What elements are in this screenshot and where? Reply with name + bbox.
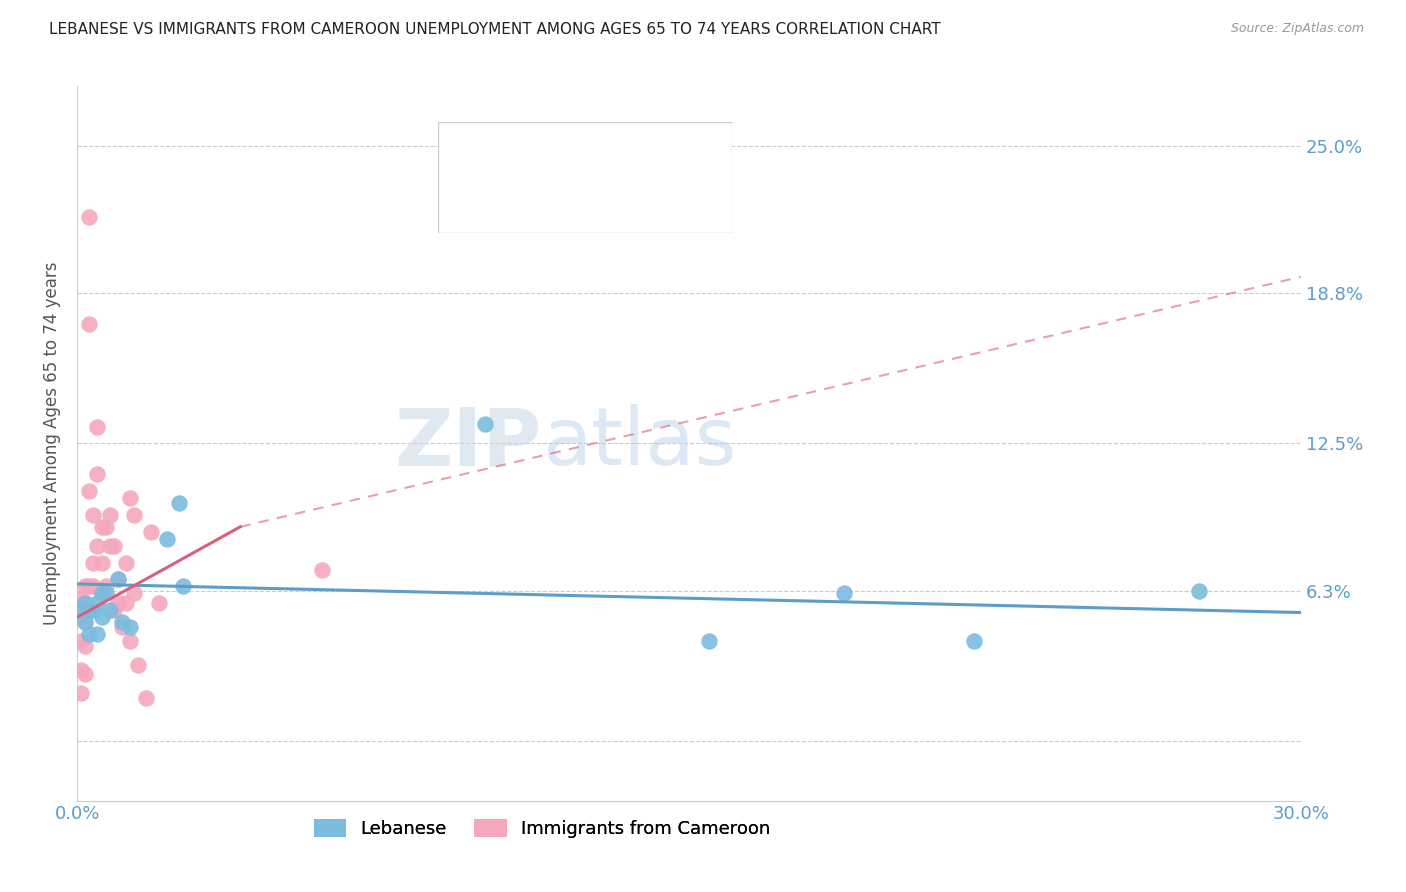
Point bbox=[70, 610, 93, 624]
Point bbox=[70, 634, 93, 648]
Point bbox=[70, 591, 93, 606]
Point bbox=[82, 579, 104, 593]
Point bbox=[86, 467, 108, 482]
Point bbox=[1188, 584, 1211, 599]
Point bbox=[75, 639, 97, 653]
Point bbox=[75, 596, 97, 610]
Point bbox=[120, 620, 142, 634]
Point bbox=[111, 620, 134, 634]
Point bbox=[90, 556, 112, 570]
Point bbox=[122, 586, 145, 600]
Point bbox=[697, 634, 720, 648]
Point bbox=[75, 579, 97, 593]
Point bbox=[167, 496, 190, 510]
Legend: Lebanese, Immigrants from Cameroon: Lebanese, Immigrants from Cameroon bbox=[307, 812, 778, 845]
Point bbox=[156, 532, 179, 546]
Point bbox=[98, 508, 121, 522]
Point bbox=[832, 586, 855, 600]
Y-axis label: Unemployment Among Ages 65 to 74 years: Unemployment Among Ages 65 to 74 years bbox=[44, 261, 60, 625]
Point bbox=[127, 657, 149, 672]
Point bbox=[107, 572, 129, 586]
Point bbox=[115, 556, 138, 570]
Point bbox=[86, 596, 108, 610]
Point bbox=[98, 539, 121, 553]
Point bbox=[70, 686, 93, 700]
Point bbox=[107, 572, 129, 586]
Point bbox=[963, 634, 986, 648]
Point bbox=[90, 520, 112, 534]
Point bbox=[120, 491, 142, 506]
Point bbox=[122, 508, 145, 522]
Point bbox=[79, 603, 101, 617]
Point bbox=[82, 603, 104, 617]
Point bbox=[90, 610, 112, 624]
Point bbox=[172, 579, 194, 593]
Point bbox=[86, 627, 108, 641]
Point bbox=[115, 596, 138, 610]
Point bbox=[75, 615, 97, 629]
Text: LEBANESE VS IMMIGRANTS FROM CAMEROON UNEMPLOYMENT AMONG AGES 65 TO 74 YEARS CORR: LEBANESE VS IMMIGRANTS FROM CAMEROON UNE… bbox=[49, 22, 941, 37]
Point bbox=[70, 603, 93, 617]
Point bbox=[75, 667, 97, 681]
Point bbox=[98, 603, 121, 617]
Point bbox=[94, 586, 117, 600]
Point bbox=[94, 579, 117, 593]
Point bbox=[148, 596, 170, 610]
Point bbox=[120, 634, 142, 648]
Point bbox=[79, 318, 101, 332]
Point bbox=[75, 615, 97, 629]
Point bbox=[70, 663, 93, 677]
Point bbox=[90, 586, 112, 600]
Point bbox=[311, 563, 333, 577]
Point bbox=[82, 508, 104, 522]
Point bbox=[103, 603, 125, 617]
Point bbox=[79, 627, 101, 641]
Point bbox=[86, 539, 108, 553]
Point bbox=[103, 539, 125, 553]
Point bbox=[107, 596, 129, 610]
Point bbox=[79, 211, 101, 225]
Point bbox=[82, 556, 104, 570]
Text: ZIP: ZIP bbox=[395, 404, 543, 483]
Point bbox=[86, 420, 108, 434]
Point bbox=[139, 524, 162, 539]
Point bbox=[111, 615, 134, 629]
Point bbox=[90, 586, 112, 600]
Point bbox=[94, 520, 117, 534]
Point bbox=[135, 691, 157, 706]
Text: Source: ZipAtlas.com: Source: ZipAtlas.com bbox=[1230, 22, 1364, 36]
Text: atlas: atlas bbox=[543, 404, 737, 483]
Point bbox=[79, 579, 101, 593]
Point bbox=[75, 596, 97, 610]
Point bbox=[79, 484, 101, 499]
Point bbox=[474, 417, 496, 432]
